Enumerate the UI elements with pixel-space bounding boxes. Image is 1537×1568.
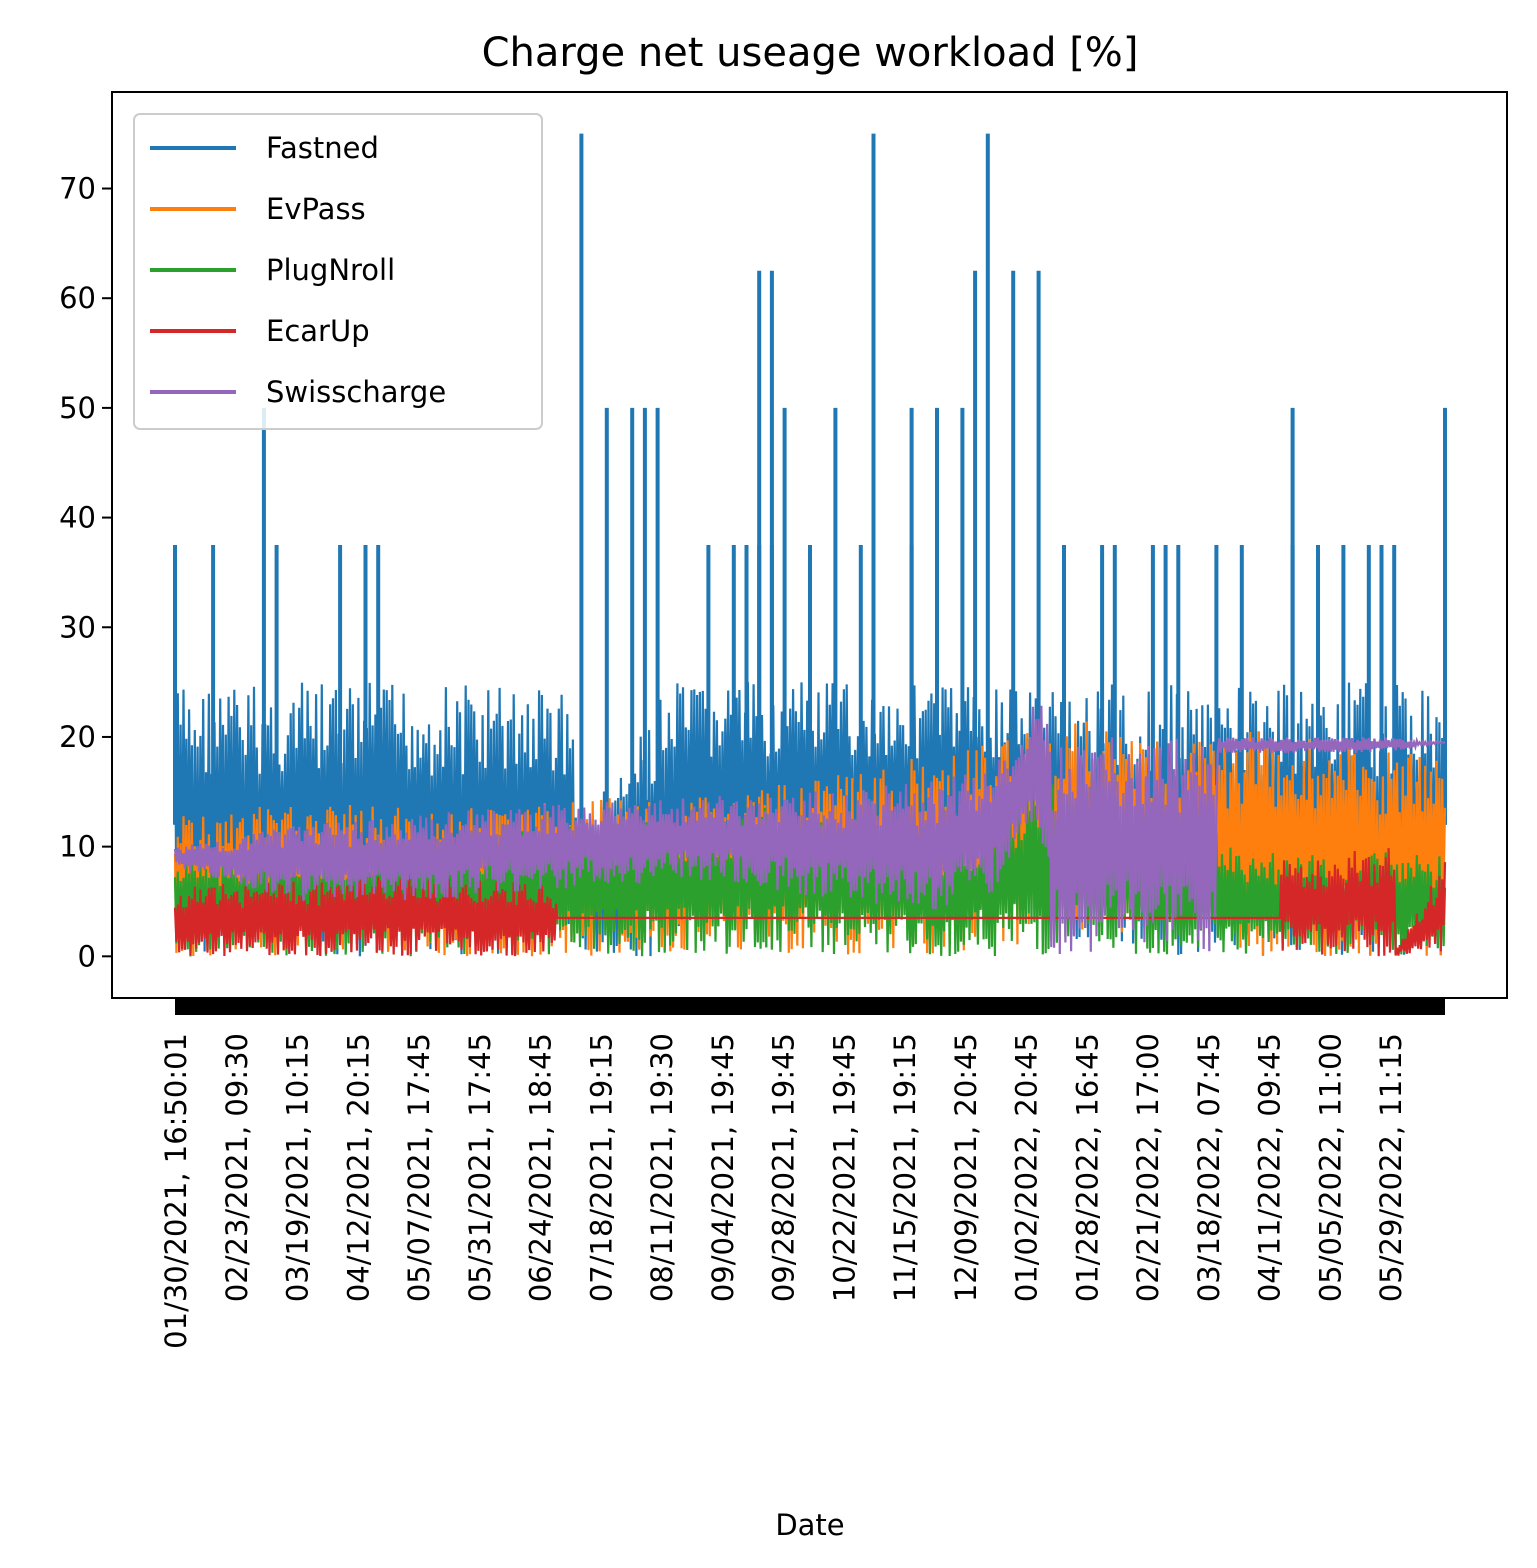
y-tick-label: 60 <box>59 281 96 315</box>
series-line <box>173 848 1447 957</box>
legend-label: Fastned <box>266 131 379 165</box>
x-tick-label: 01/28/2022, 16:45 <box>1070 1033 1104 1302</box>
x-tick-label: 03/19/2021, 10:15 <box>281 1033 315 1302</box>
legend-item: PlugNroll <box>150 253 395 287</box>
series-line <box>173 705 1446 955</box>
x-axis: 01/30/2021, 16:50:01 02/23/2021, 09:30 03/… <box>159 998 1445 1349</box>
x-tick-label: 07/18/2021, 19:15 <box>584 1033 618 1302</box>
y-tick-label: 40 <box>59 501 96 535</box>
x-tick-label: 12/09/2021, 20:45 <box>949 1033 983 1302</box>
legend-label: Swisscharge <box>266 375 446 409</box>
x-tick-label: 05/07/2021, 17:45 <box>402 1033 436 1302</box>
x-tick-label: 04/11/2022, 09:45 <box>1253 1033 1287 1302</box>
legend-item: Swisscharge <box>150 375 446 409</box>
x-tick-label: 03/18/2022, 07:45 <box>1192 1033 1226 1302</box>
legend-item: EcarUp <box>150 314 370 348</box>
y-axis: 0 10 20 30 40 50 60 70 <box>59 172 112 973</box>
y-tick-label: 10 <box>59 830 96 864</box>
series-fastned <box>173 133 1447 957</box>
x-tick-label: 01/02/2022, 20:45 <box>1010 1033 1044 1302</box>
x-tick-label: 02/21/2022, 17:00 <box>1131 1033 1165 1302</box>
x-tick-band <box>175 998 1445 1015</box>
legend-item: Fastned <box>150 131 379 165</box>
y-tick-label: 30 <box>59 610 96 644</box>
legend-label: EvPass <box>266 192 366 226</box>
chart-title: Charge net useage workload [%] <box>482 30 1139 76</box>
legend-label: EcarUp <box>266 314 370 348</box>
x-tick-label: 08/11/2021, 19:30 <box>645 1033 679 1302</box>
y-tick-label: 0 <box>78 939 96 973</box>
x-tick-label: 11/15/2021, 19:15 <box>888 1033 922 1302</box>
x-tick-label: 05/05/2022, 11:00 <box>1313 1033 1347 1302</box>
y-tick-label: 50 <box>59 391 96 425</box>
legend-box <box>133 113 543 430</box>
series-swisscharge <box>173 705 1446 955</box>
x-tick-label: 05/29/2022, 11:15 <box>1374 1033 1408 1302</box>
legend-item: EvPass <box>150 192 366 226</box>
x-tick-label: 10/22/2021, 19:45 <box>827 1033 861 1302</box>
x-tick-label: 02/23/2021, 09:30 <box>220 1033 254 1302</box>
legend-label: PlugNroll <box>266 253 395 287</box>
legend: Fastned EvPass PlugNroll EcarUp Swisscharge <box>133 113 543 430</box>
y-tick-label: 70 <box>59 172 96 206</box>
x-tick-label: 04/12/2021, 20:15 <box>341 1033 375 1302</box>
x-tick-label: 09/04/2021, 19:45 <box>706 1033 740 1302</box>
y-tick-label: 20 <box>59 720 96 754</box>
series-layer <box>173 133 1447 957</box>
x-tick-label: 09/28/2021, 19:45 <box>767 1033 801 1302</box>
x-axis-label: Date <box>775 1508 844 1542</box>
x-tick-label: 05/31/2021, 17:45 <box>463 1033 497 1302</box>
series-ecarup <box>173 848 1447 957</box>
x-tick-label: 06/24/2021, 18:45 <box>524 1033 558 1302</box>
x-tick-label: 01/30/2021, 16:50:01 <box>159 1033 193 1349</box>
